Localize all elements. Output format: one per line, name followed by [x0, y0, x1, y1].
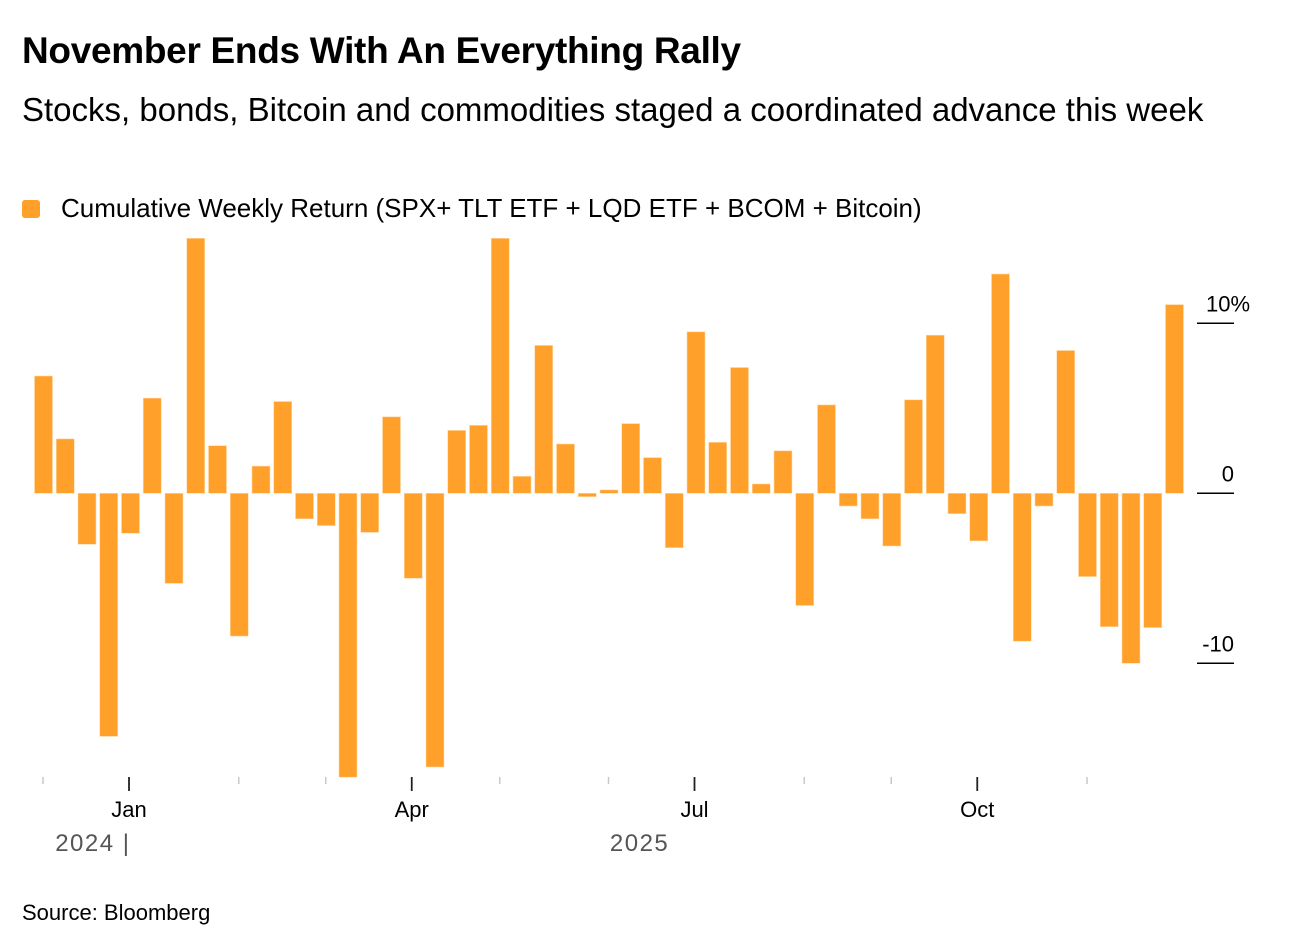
y-tick-label: -10	[1202, 631, 1234, 656]
bar	[360, 492, 380, 533]
bar	[1078, 492, 1097, 577]
bar	[208, 445, 227, 494]
bar	[947, 492, 967, 514]
bar	[643, 457, 662, 494]
legend-label: Cumulative Weekly Return (SPX+ TLT ETF +…	[61, 193, 922, 223]
bars-group	[34, 238, 1184, 778]
bar	[556, 443, 575, 494]
bar	[730, 367, 749, 494]
bar	[1099, 492, 1119, 628]
bar	[447, 430, 467, 494]
bar	[534, 345, 554, 494]
bar	[1056, 350, 1076, 494]
bar	[469, 424, 488, 494]
chart-title: November Ends With An Everything Rally	[22, 30, 741, 71]
bar	[621, 423, 641, 494]
bar	[273, 401, 293, 494]
bar	[1034, 492, 1054, 507]
y-tick-label: 0	[1222, 461, 1234, 486]
x-axis: Jan Apr Jul Oct 2024 | 2025	[42, 777, 1088, 857]
bar	[164, 492, 184, 584]
bar	[34, 375, 53, 494]
bar	[512, 475, 532, 494]
bar	[316, 492, 336, 526]
bar	[664, 492, 684, 548]
bar	[860, 492, 880, 520]
bar	[490, 238, 510, 494]
bar	[838, 492, 858, 507]
bar	[229, 492, 249, 637]
bar	[904, 399, 923, 494]
bar	[1143, 492, 1163, 628]
x-year-label: 2024 |	[55, 830, 130, 857]
chart-subtitle: Stocks, bonds, Bitcoin and commodities s…	[22, 91, 1204, 128]
bar	[1121, 492, 1141, 664]
bar	[577, 492, 597, 497]
x-tick-label: Apr	[395, 797, 429, 822]
y-tick-label: 10%	[1206, 291, 1250, 316]
bar	[817, 404, 836, 494]
bar	[991, 273, 1010, 494]
bar	[1165, 304, 1184, 494]
bar	[1012, 492, 1032, 642]
x-tick-label: Jan	[111, 797, 146, 822]
bar	[882, 492, 902, 547]
source-note: Source: Bloomberg	[22, 900, 211, 925]
bar	[925, 334, 945, 494]
bar	[686, 331, 706, 494]
bar	[55, 438, 75, 494]
bar	[425, 492, 445, 768]
y-axis: 10% 0 -10	[1197, 291, 1250, 665]
bar	[99, 492, 119, 737]
bar	[969, 492, 989, 542]
bar	[186, 238, 206, 494]
bar	[795, 492, 815, 606]
bar	[403, 492, 423, 579]
bar	[295, 492, 314, 520]
bar	[251, 465, 271, 494]
bar	[599, 489, 619, 494]
bar	[708, 441, 728, 494]
bar	[751, 483, 771, 494]
bar	[77, 492, 97, 545]
x-tick-label: Oct	[960, 797, 994, 822]
legend: Cumulative Weekly Return (SPX+ TLT ETF +…	[22, 193, 922, 224]
x-year-label: 2025	[610, 830, 669, 857]
bar	[382, 416, 401, 494]
legend-swatch	[22, 199, 40, 218]
bar	[338, 492, 358, 778]
bar	[121, 492, 140, 534]
x-tick-label: Jul	[680, 797, 708, 822]
bar	[142, 397, 162, 494]
bar	[773, 450, 793, 494]
